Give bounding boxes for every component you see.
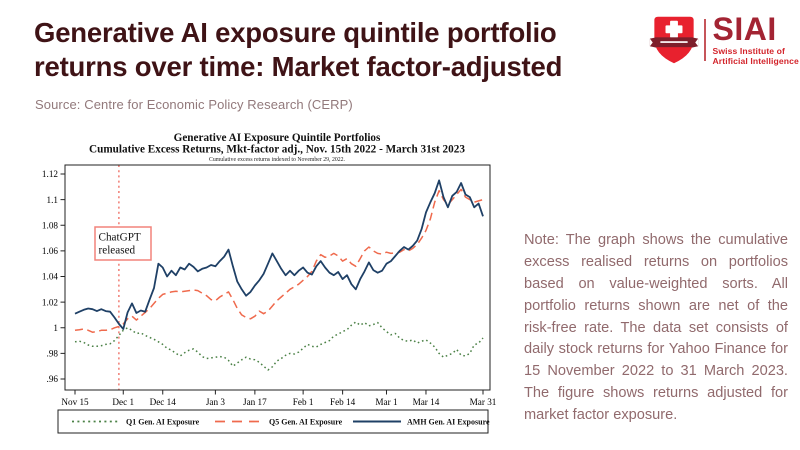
page-title: Generative AI exposure quintile portfoli… bbox=[34, 16, 644, 84]
y-tick-label: 1.02 bbox=[42, 297, 58, 307]
x-tick-label: Mar 1 bbox=[375, 397, 398, 407]
legend-label: Q5 Gen. AI Exposure bbox=[269, 418, 343, 427]
page-title-line2: returns over time: Market factor-adjuste… bbox=[34, 51, 563, 83]
note-text: Note: The graph shows the cumulative exc… bbox=[524, 232, 788, 424]
y-tick-label: 1.08 bbox=[42, 220, 58, 230]
x-tick-label: Mar 14 bbox=[413, 397, 440, 407]
chart-title: Generative AI Exposure Quintile Portfoli… bbox=[174, 132, 381, 144]
x-tick-label: Dec 14 bbox=[150, 397, 177, 407]
swiss-shield-icon bbox=[649, 16, 699, 64]
line-chart: Generative AI Exposure Quintile Portfoli… bbox=[42, 132, 497, 434]
y-tick-label: .96 bbox=[47, 374, 59, 384]
y-tick-label: 1.12 bbox=[42, 169, 58, 179]
y-tick-label: 1.1 bbox=[47, 195, 59, 205]
y-tick-label: 1.04 bbox=[42, 272, 58, 282]
series-line-amh bbox=[74, 179, 484, 330]
legend-box bbox=[57, 409, 489, 434]
logo-acronym: SIAI bbox=[712, 11, 777, 48]
y-tick-label: 1 bbox=[53, 323, 58, 333]
chart-plot-box bbox=[64, 164, 491, 391]
x-tick-label: Nov 15 bbox=[61, 397, 89, 407]
siai-logo: SIAI Swiss Institute of Artificial Intel… bbox=[649, 10, 799, 70]
event-label-line2: released bbox=[99, 245, 136, 257]
chart-caption: Cumulative excess returns indexed to Nov… bbox=[209, 157, 346, 163]
event-label-line1: ChatGPT bbox=[99, 232, 141, 244]
source-text: Source: Centre for Economic Policy Resea… bbox=[35, 97, 353, 112]
x-tick-label: Mar 31 bbox=[470, 397, 497, 407]
chart-subtitle: Cumulative Excess Returns, Mkt-factor ad… bbox=[89, 144, 465, 156]
logo-text: SIAI Swiss Institute of Artificial Intel… bbox=[712, 11, 799, 66]
x-tick-label: Feb 14 bbox=[330, 397, 356, 407]
x-tick-label: Jan 3 bbox=[206, 397, 226, 407]
y-tick-label: 1.06 bbox=[42, 246, 58, 256]
legend-label: AMH Gen. AI Exposure bbox=[407, 418, 490, 427]
chart: Generative AI Exposure Quintile Portfoli… bbox=[35, 130, 505, 445]
x-tick-label: Feb 1 bbox=[293, 397, 314, 407]
x-tick-label: Dec 1 bbox=[112, 397, 134, 407]
y-tick-label: .98 bbox=[47, 349, 59, 359]
series-line-q1 bbox=[74, 321, 484, 371]
page-title-line1: Generative AI exposure quintile portfoli… bbox=[34, 17, 557, 48]
series-line-q5 bbox=[74, 188, 484, 333]
x-tick-label: Jan 17 bbox=[243, 397, 267, 407]
logo-divider bbox=[704, 19, 706, 61]
legend-label: Q1 Gen. AI Exposure bbox=[126, 418, 200, 427]
event-label-box bbox=[94, 226, 152, 261]
logo-subtitle: Swiss Institute of Artificial Intelligen… bbox=[712, 45, 799, 66]
